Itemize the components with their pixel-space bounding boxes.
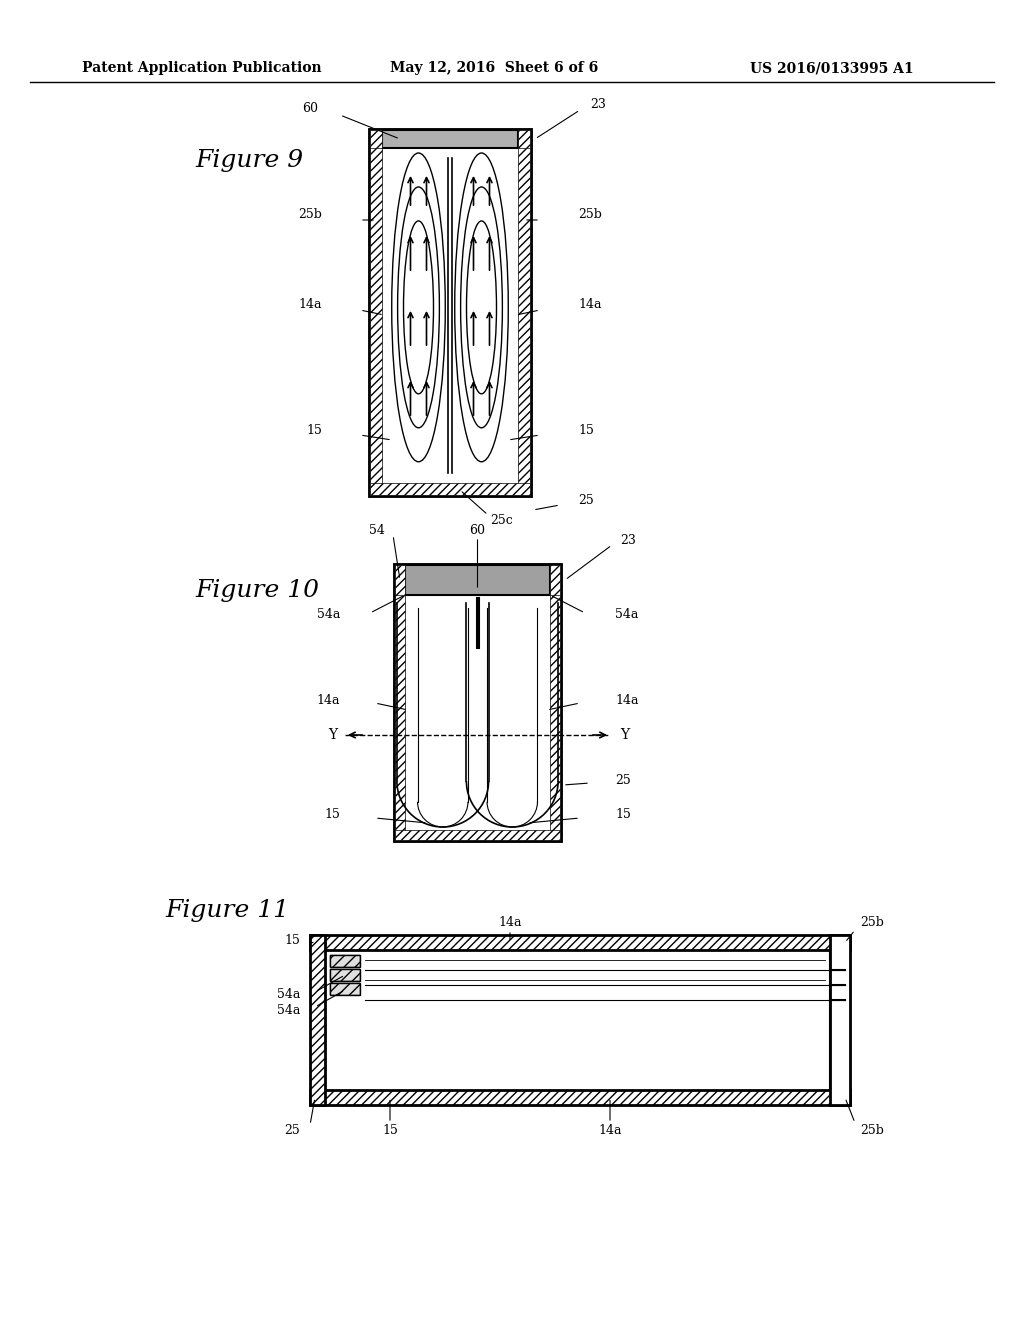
Bar <box>330 983 360 995</box>
Bar <box>370 129 382 495</box>
Text: Y: Y <box>329 729 338 742</box>
Text: 15: 15 <box>284 933 300 946</box>
Text: 15: 15 <box>382 1123 398 1137</box>
Text: 54a: 54a <box>276 989 300 1002</box>
Text: 15: 15 <box>578 424 594 437</box>
Text: 25b: 25b <box>860 1123 884 1137</box>
Bar <box>370 129 530 495</box>
Text: May 12, 2016  Sheet 6 of 6: May 12, 2016 Sheet 6 of 6 <box>390 61 598 75</box>
Text: Figure 11: Figure 11 <box>165 899 289 921</box>
Text: Patent Application Publication: Patent Application Publication <box>82 61 322 75</box>
Text: 14a: 14a <box>299 298 322 312</box>
Text: 25: 25 <box>578 494 594 507</box>
Text: 25b: 25b <box>578 209 602 222</box>
Bar <box>330 983 360 995</box>
Text: 14a: 14a <box>578 298 601 312</box>
Text: 25: 25 <box>285 1123 300 1137</box>
Text: 54a: 54a <box>316 609 340 622</box>
Bar <box>406 565 550 595</box>
Bar <box>518 129 530 148</box>
Text: 54a: 54a <box>276 1003 300 1016</box>
Bar <box>310 935 325 1105</box>
Bar <box>370 483 530 495</box>
Text: Y: Y <box>621 729 630 742</box>
Bar <box>395 565 560 840</box>
Text: 14a: 14a <box>598 1123 622 1137</box>
Text: 15: 15 <box>615 808 631 821</box>
Text: 25c: 25c <box>490 513 513 527</box>
Bar <box>395 565 406 595</box>
Bar <box>310 935 850 950</box>
Text: 14a: 14a <box>316 693 340 706</box>
Text: US 2016/0133995 A1: US 2016/0133995 A1 <box>750 61 913 75</box>
Text: Figure 9: Figure 9 <box>195 149 303 172</box>
Text: 14a: 14a <box>615 693 639 706</box>
Text: 25: 25 <box>615 774 631 787</box>
Text: 14a: 14a <box>499 916 522 929</box>
Bar <box>395 830 560 840</box>
Bar <box>550 565 560 595</box>
Text: 60: 60 <box>469 524 485 536</box>
Bar <box>330 954 360 968</box>
Bar <box>518 129 530 495</box>
Bar <box>370 129 382 148</box>
Text: 23: 23 <box>590 99 606 111</box>
Text: 15: 15 <box>325 808 340 821</box>
Bar <box>330 969 360 981</box>
Text: 54: 54 <box>369 524 385 536</box>
Bar <box>310 1090 850 1105</box>
Text: 23: 23 <box>620 533 636 546</box>
Text: Figure 10: Figure 10 <box>195 578 319 602</box>
Text: 25b: 25b <box>860 916 884 929</box>
Text: 25b: 25b <box>298 209 322 222</box>
Bar <box>330 969 360 981</box>
Bar <box>395 565 406 840</box>
Text: 60: 60 <box>302 102 318 115</box>
Bar <box>550 565 560 840</box>
Bar <box>830 935 850 1105</box>
Bar <box>382 129 518 148</box>
Bar <box>330 954 360 968</box>
Text: 15: 15 <box>306 424 322 437</box>
Text: 54a: 54a <box>615 609 638 622</box>
